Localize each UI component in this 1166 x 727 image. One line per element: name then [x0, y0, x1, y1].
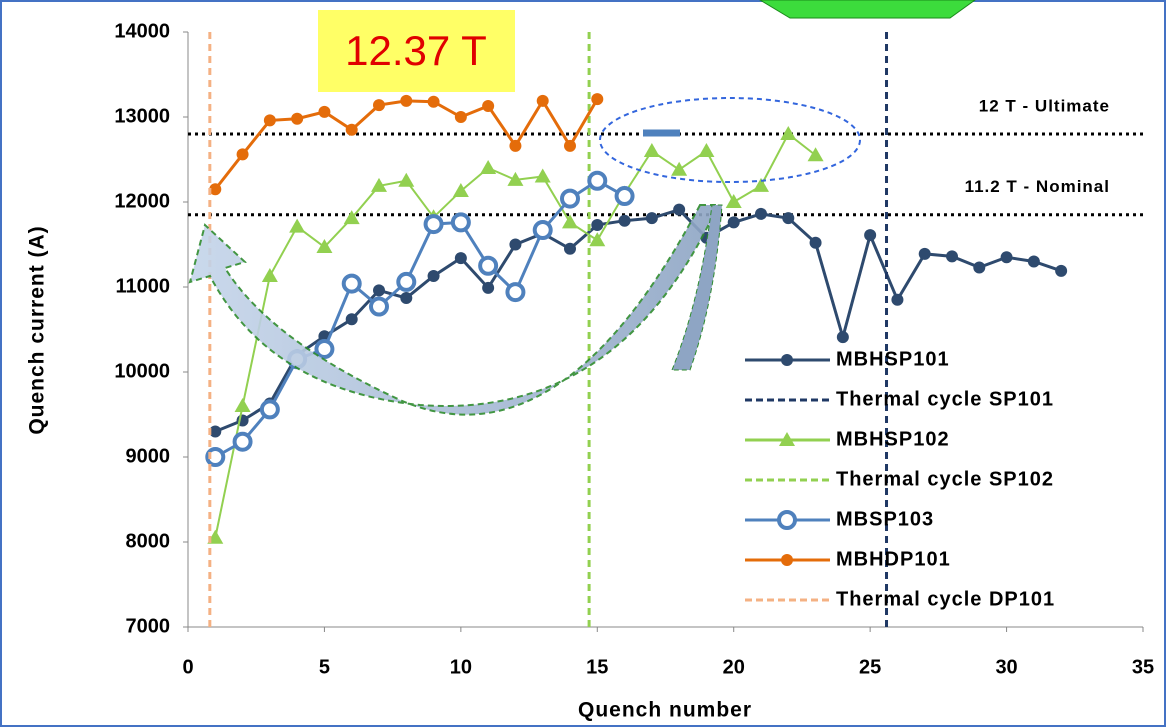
marker — [1055, 265, 1067, 277]
y-tick-label: 9000 — [126, 445, 171, 467]
y-tick-label: 12000 — [114, 190, 170, 212]
marker — [810, 237, 822, 249]
marker — [617, 188, 633, 204]
legend-marker — [781, 354, 793, 366]
x-tick-label: 30 — [995, 656, 1017, 678]
marker — [619, 215, 631, 227]
marker — [564, 140, 576, 152]
marker — [482, 100, 494, 112]
marker — [728, 216, 740, 228]
legend-label: MBHSP102 — [836, 428, 950, 450]
marker — [346, 124, 358, 136]
marker — [426, 216, 442, 232]
marker — [564, 243, 576, 255]
marker — [673, 204, 685, 216]
reference-label: 12 T - Ultimate — [979, 96, 1110, 115]
x-tick-label: 10 — [450, 656, 472, 678]
marker — [782, 212, 794, 224]
marker — [537, 95, 549, 107]
marker — [318, 106, 330, 118]
legend-marker — [781, 554, 793, 566]
marker — [589, 173, 605, 189]
marker — [509, 140, 521, 152]
marker — [646, 212, 658, 224]
marker — [591, 219, 603, 231]
marker — [291, 113, 303, 125]
marker — [455, 252, 467, 264]
marker — [400, 292, 412, 304]
marker — [371, 299, 387, 315]
marker — [891, 294, 903, 306]
marker — [316, 341, 332, 357]
marker — [237, 148, 249, 160]
marker — [235, 434, 251, 450]
marker — [264, 114, 276, 126]
y-tick-label: 14000 — [114, 20, 170, 42]
marker — [480, 258, 496, 274]
marker — [398, 274, 414, 290]
marker — [453, 214, 469, 230]
marker — [509, 239, 521, 251]
marker — [535, 222, 551, 238]
marker — [428, 270, 440, 282]
marker — [591, 93, 603, 105]
legend-marker — [779, 512, 795, 528]
marker — [946, 250, 958, 262]
marker — [837, 331, 849, 343]
legend-label: Thermal cycle SP101 — [836, 388, 1054, 410]
marker — [400, 95, 412, 107]
y-tick-label: 13000 — [114, 105, 170, 127]
marker — [1028, 256, 1040, 268]
x-tick-label: 25 — [859, 656, 881, 678]
marker — [755, 208, 767, 220]
x-tick-label: 20 — [723, 656, 745, 678]
marker — [346, 313, 358, 325]
x-tick-label: 5 — [319, 656, 330, 678]
marker — [973, 261, 985, 273]
x-tick-label: 0 — [182, 656, 193, 678]
legend-label: Thermal cycle SP102 — [836, 468, 1054, 490]
y-axis-label: Quench current (A) — [26, 225, 49, 434]
annotation: 12.37 T — [345, 27, 487, 74]
marker — [507, 284, 523, 300]
marker — [562, 191, 578, 207]
x-tick-label: 35 — [1132, 656, 1154, 678]
marker — [428, 96, 440, 108]
legend-label: MBHSP101 — [836, 348, 950, 370]
x-axis-label: Quench number — [578, 699, 752, 722]
legend-label: MBSP103 — [836, 508, 934, 530]
x-tick-label: 15 — [586, 656, 608, 678]
corner-shape — [760, 0, 975, 18]
marker — [262, 401, 278, 417]
y-tick-label: 11000 — [115, 275, 170, 297]
marker — [344, 276, 360, 292]
marker — [373, 99, 385, 111]
marker — [1001, 251, 1013, 263]
marker — [919, 248, 931, 260]
marker — [373, 284, 385, 296]
legend-label: MBHDP101 — [836, 548, 951, 570]
y-tick-label: 8000 — [126, 530, 171, 552]
chart: 12.37 T Quench current (A) Quench number… — [0, 0, 1166, 727]
legend-label: Thermal cycle DP101 — [836, 588, 1055, 610]
marker — [864, 229, 876, 241]
reference-label: 11.2 T - Nominal — [965, 177, 1110, 196]
y-tick-label: 7000 — [126, 615, 171, 637]
marker — [455, 111, 467, 123]
y-tick-label: 10000 — [114, 360, 170, 382]
marker — [482, 282, 494, 294]
